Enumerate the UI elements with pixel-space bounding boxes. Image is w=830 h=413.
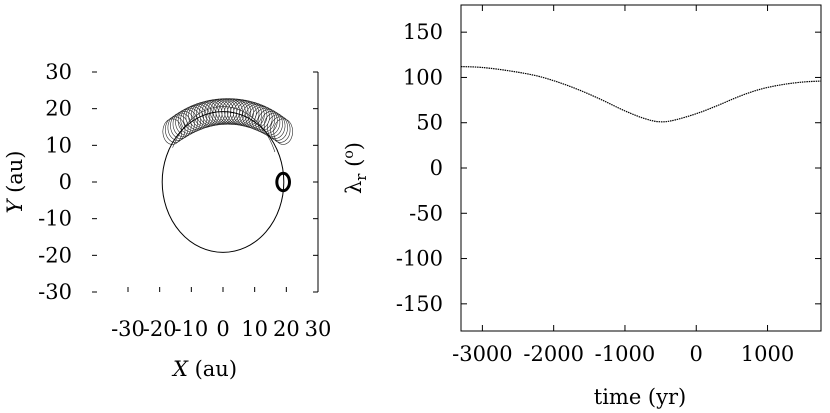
- left-x-tick-label: 30: [305, 317, 332, 341]
- left-x-tick-label: -30: [111, 317, 145, 341]
- left-x-tick-label: 0: [216, 317, 229, 341]
- right-y-tick-label: -100: [396, 247, 443, 271]
- left-y-axis-label: Y (au): [3, 151, 27, 214]
- small-loop: [275, 171, 291, 193]
- right-x-tick-label: -2000: [523, 342, 584, 366]
- left-y-tick-label: -30: [38, 280, 72, 304]
- right-x-ticks: -3000 -2000 -1000 0 1000: [452, 5, 794, 366]
- left-y-tick-label: 20: [45, 97, 72, 121]
- left-x-axis-label: X (au): [171, 357, 237, 381]
- left-x-tick-label: -10: [174, 317, 208, 341]
- left-y-tick-label: -10: [38, 207, 72, 231]
- right-y-ticks: 150 100 50 0 -50 -100 -150: [396, 20, 821, 316]
- right-longitude-panel: -3000 -2000 -1000 0 1000 150 100 50 0 -50 -100 -15…: [341, 4, 822, 409]
- right-plot-area: [460, 66, 822, 123]
- right-x-axis-label: time (yr): [594, 385, 686, 409]
- right-y-axis-label: λr (o): [341, 142, 370, 194]
- right-plot-frame: [460, 4, 822, 332]
- right-y-tick-label: 150: [403, 20, 443, 44]
- left-y-tick-label: 30: [45, 60, 72, 84]
- left-y-tick-label: -20: [38, 243, 72, 267]
- left-x-tick-label: 10: [241, 317, 268, 341]
- right-y-tick-label: -50: [409, 201, 443, 225]
- right-x-tick-label: -1000: [595, 342, 656, 366]
- right-y-tick-label: 100: [403, 65, 443, 89]
- right-y-tick-label: -150: [396, 292, 443, 316]
- right-x-tick-label: 1000: [741, 342, 794, 366]
- left-y-tick-label: 0: [59, 170, 72, 194]
- left-x-ticks: -30-20-10 0 10 20 30: [111, 287, 331, 341]
- left-x-tick-label: -20: [143, 317, 177, 341]
- left-x-tick-label: 20: [273, 317, 300, 341]
- right-x-tick-label: -3000: [452, 342, 513, 366]
- left-y-ticks: -30 -20 -10 0 10 20 30: [38, 60, 318, 304]
- resonant-angle-line: [460, 66, 822, 123]
- left-y-tick-label: 10: [45, 133, 72, 157]
- libration-loops: [162, 98, 293, 153]
- left-plot-area: [161, 98, 293, 253]
- right-y-tick-label: 50: [416, 111, 443, 135]
- right-x-tick-label: 0: [690, 342, 703, 366]
- orbit-circle: [161, 111, 285, 253]
- right-y-tick-label: 0: [430, 156, 443, 180]
